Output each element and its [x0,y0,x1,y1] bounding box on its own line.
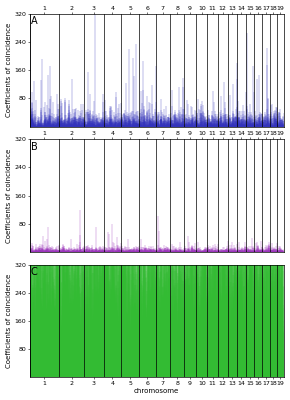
Y-axis label: Coefficients of coincidence: Coefficients of coincidence [6,23,12,118]
X-axis label: chromosome: chromosome [134,388,179,394]
Text: B: B [31,142,38,152]
Text: C: C [31,267,38,277]
Y-axis label: Coefficients of coincidence: Coefficients of coincidence [6,274,12,368]
Y-axis label: Coefficients of coincidence: Coefficients of coincidence [6,148,12,243]
Text: A: A [31,16,38,26]
